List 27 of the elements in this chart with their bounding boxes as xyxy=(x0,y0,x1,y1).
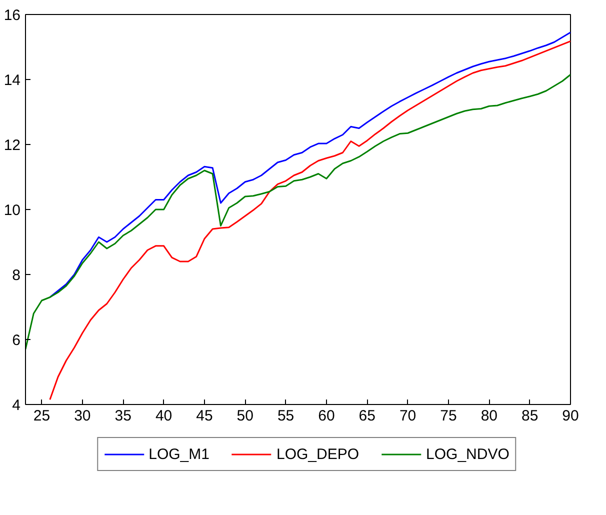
x-tick-label: 45 xyxy=(196,408,213,424)
x-tick-label: 75 xyxy=(440,408,457,424)
legend-label: LOG_NDVO xyxy=(426,446,510,462)
line-series xyxy=(49,32,570,298)
x-tick-label: 60 xyxy=(318,408,335,424)
x-tick-label: 85 xyxy=(521,408,538,424)
x-tick-label: 80 xyxy=(480,408,498,424)
y-tick-label: 6 xyxy=(12,332,20,349)
legend-label: LOG_DEPO xyxy=(276,446,360,462)
x-tick-label: 55 xyxy=(277,408,294,424)
x-tick-label: 70 xyxy=(399,408,416,424)
line-series xyxy=(49,40,570,400)
line-series xyxy=(26,74,570,350)
x-tick-label: 40 xyxy=(155,408,172,424)
y-tick-label: 16 xyxy=(4,7,21,24)
y-tick-label: 4 xyxy=(12,397,20,414)
x-tick-label: 35 xyxy=(114,408,132,424)
y-tick-label: 10 xyxy=(4,202,21,219)
y-tick-label: 8 xyxy=(12,267,20,284)
x-tick-label: 65 xyxy=(358,408,376,424)
x-tick-label: 50 xyxy=(236,408,254,424)
legend-label: LOG_M1 xyxy=(148,446,210,462)
x-tick-label: 90 xyxy=(562,408,579,424)
x-tick-label: 25 xyxy=(33,408,50,424)
y-tick-label: 14 xyxy=(4,72,21,89)
y-tick-label: 12 xyxy=(4,137,21,154)
x-tick-label: 30 xyxy=(74,408,91,424)
